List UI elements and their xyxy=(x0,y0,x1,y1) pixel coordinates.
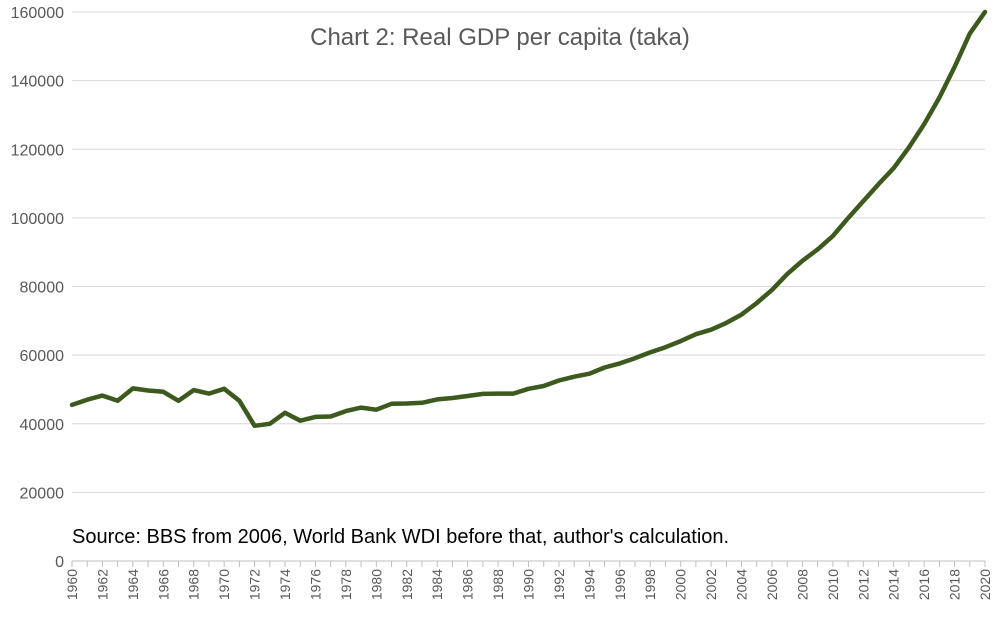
y-tick-label: 140000 xyxy=(11,74,64,91)
x-tick-label: 1976 xyxy=(307,569,323,600)
x-tick-label: 1990 xyxy=(521,569,537,600)
x-tick-label: 2018 xyxy=(947,569,963,600)
x-tick-label: 1972 xyxy=(247,569,263,600)
y-tick-label: 20000 xyxy=(20,485,65,502)
y-tick-label: 100000 xyxy=(11,211,64,228)
x-tick-label: 1968 xyxy=(186,569,202,600)
gridlines xyxy=(72,11,985,493)
x-tick-label: 1966 xyxy=(155,569,171,600)
y-tick-label: 80000 xyxy=(20,280,65,297)
x-tick-label: 2010 xyxy=(825,569,841,600)
x-tick-label: 2014 xyxy=(886,569,902,600)
y-tick-label: 40000 xyxy=(20,417,65,434)
x-axis-ticks: 1960 1962 1964 1966 1968 1970 1972 1974 1976 1978… xyxy=(64,569,993,600)
x-tick-label: 2002 xyxy=(703,569,719,600)
x-tick-label: 1984 xyxy=(429,569,445,600)
source-note: Source: BBS from 2006, World Bank WDI be… xyxy=(72,526,729,548)
x-tick-label: 2020 xyxy=(977,569,993,600)
x-tick-label: 2006 xyxy=(764,569,780,600)
x-tick-label: 2012 xyxy=(855,569,871,600)
x-tick-label: 2016 xyxy=(916,569,932,600)
y-tick-label: 120000 xyxy=(11,142,64,159)
y-tick-label: 0 xyxy=(55,554,64,571)
x-tick-label: 2000 xyxy=(673,569,689,600)
series-layer xyxy=(69,9,988,429)
x-tick-label: 1964 xyxy=(125,569,141,600)
y-axis-ticks: 0 20000 40000 60000 80000 100000 120000 140000 1… xyxy=(11,5,64,571)
x-tick-label: 1996 xyxy=(612,569,628,600)
x-tick-label: 1982 xyxy=(399,569,415,600)
x-tick-label: 2008 xyxy=(794,569,810,600)
chart-title: Chart 2: Real GDP per capita (taka) xyxy=(310,24,690,51)
x-tick-label: 1978 xyxy=(338,569,354,600)
axes xyxy=(71,560,986,567)
x-tick-label: 1962 xyxy=(94,569,110,600)
x-tick-label: 1988 xyxy=(490,569,506,600)
y-tick-label: 160000 xyxy=(11,5,64,22)
x-tick-label: 1998 xyxy=(642,569,658,600)
x-tick-label: 1970 xyxy=(216,569,232,600)
x-tick-label: 1980 xyxy=(368,569,384,600)
gdp-series-line xyxy=(69,9,988,429)
x-tick-label: 1986 xyxy=(460,569,476,600)
x-tick-label: 1994 xyxy=(581,569,597,600)
x-tick-label: 1974 xyxy=(277,569,293,600)
y-tick-label: 60000 xyxy=(20,348,65,365)
x-tick-label: 2004 xyxy=(734,569,750,600)
x-tick-label: 1960 xyxy=(64,569,80,600)
x-tick-label: 1992 xyxy=(551,569,567,600)
